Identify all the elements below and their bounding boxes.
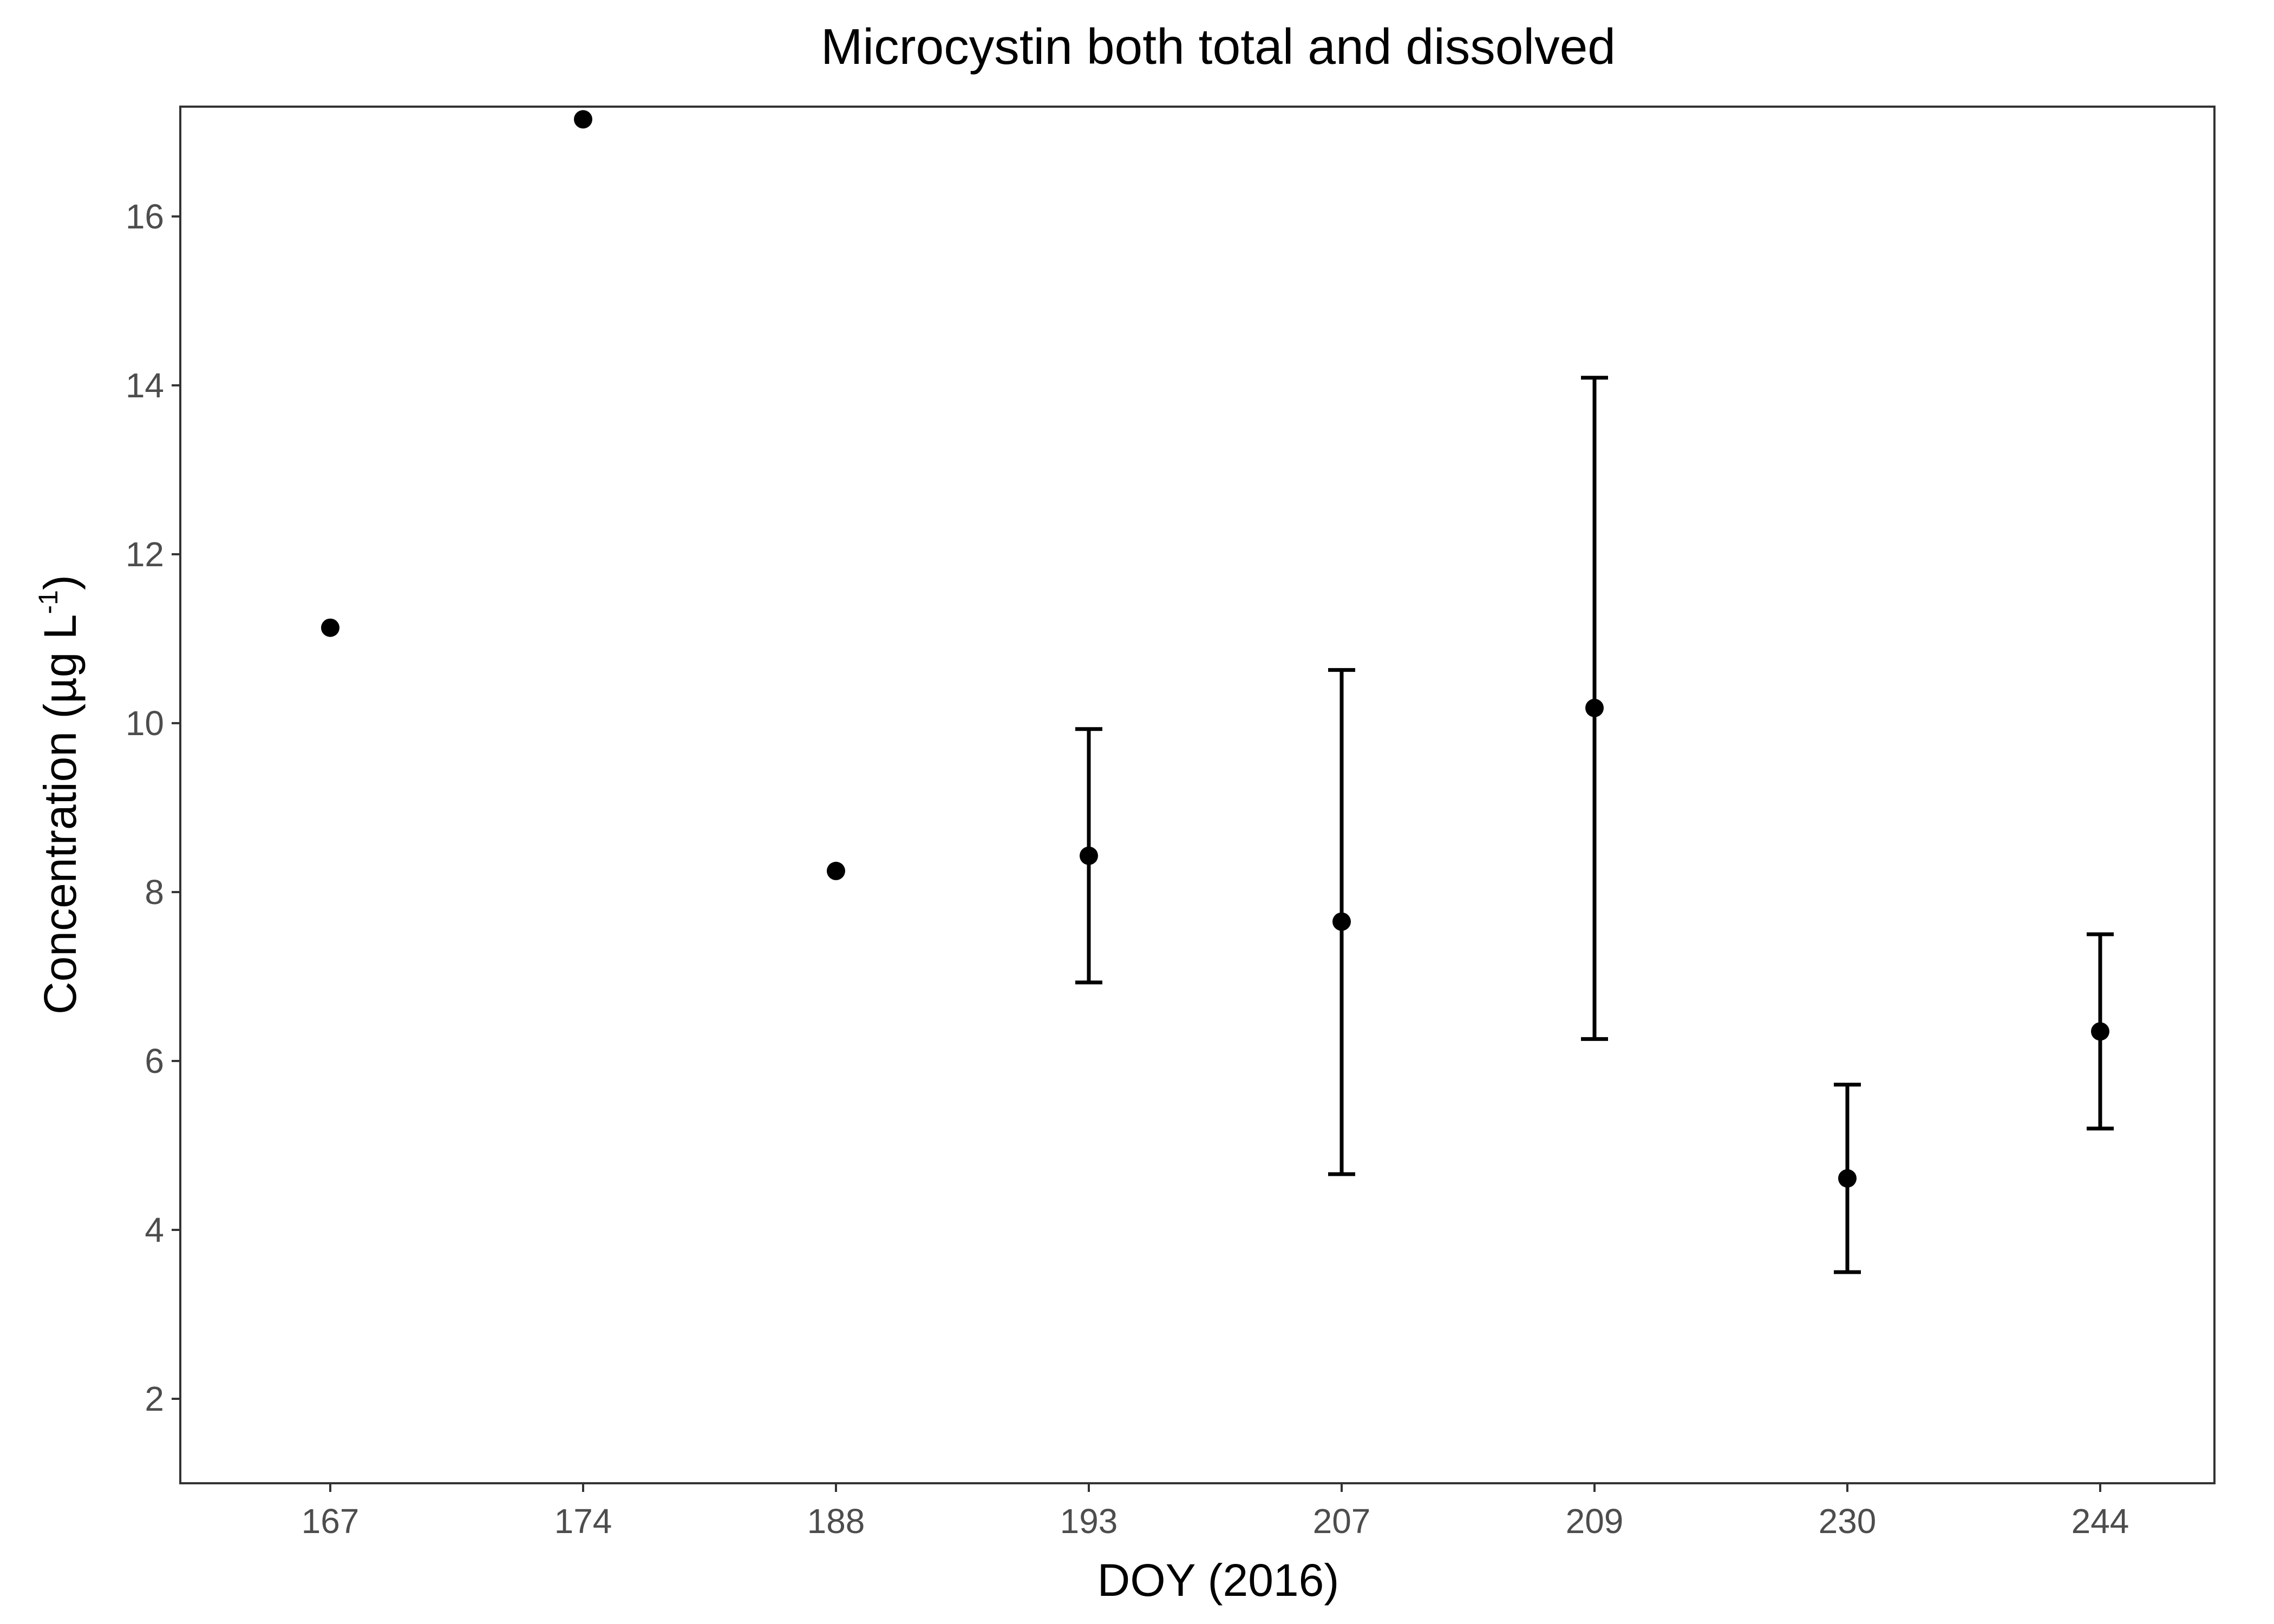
y-tick-label: 4 bbox=[145, 1210, 164, 1249]
y-tick-label: 14 bbox=[126, 366, 164, 405]
data-point bbox=[1838, 1169, 1857, 1188]
x-tick-label: 188 bbox=[807, 1502, 865, 1541]
data-point bbox=[1080, 846, 1098, 865]
x-tick-label: 230 bbox=[1819, 1502, 1877, 1541]
data-point bbox=[1585, 698, 1604, 717]
y-axis-label: Concentration (µg L-1) bbox=[33, 575, 86, 1014]
y-axis-label-close: ) bbox=[35, 575, 86, 590]
x-tick-label: 167 bbox=[302, 1502, 360, 1541]
x-tick-label: 193 bbox=[1060, 1502, 1118, 1541]
x-tick-label: 207 bbox=[1313, 1502, 1371, 1541]
y-tick-label: 16 bbox=[126, 197, 164, 236]
x-tick-label: 174 bbox=[554, 1502, 612, 1541]
y-axis: 2 4 6 8 10 12 14 16 bbox=[126, 197, 180, 1418]
y-tick-label: 10 bbox=[126, 704, 164, 743]
y-tick-label: 2 bbox=[145, 1379, 164, 1418]
data-points bbox=[321, 110, 2109, 1188]
data-point bbox=[1332, 912, 1351, 931]
chart-title: Microcystin both total and dissolved bbox=[821, 18, 1616, 75]
y-tick-label: 8 bbox=[145, 873, 164, 912]
x-tick-label: 209 bbox=[1566, 1502, 1624, 1541]
x-axis: 167 174 188 193 207 209 230 244 bbox=[302, 1483, 2129, 1541]
plot-panel bbox=[179, 106, 2216, 1484]
y-axis-label-superscript: -1 bbox=[33, 590, 63, 614]
data-point bbox=[827, 861, 845, 880]
data-point bbox=[2091, 1022, 2109, 1041]
y-axis-label-main: Concentration (µg L bbox=[35, 614, 86, 1014]
x-tick-label: 244 bbox=[2072, 1502, 2129, 1541]
x-axis-label: DOY (2016) bbox=[1097, 1555, 1339, 1606]
y-tick-label: 12 bbox=[126, 535, 164, 574]
data-point bbox=[321, 618, 339, 637]
y-tick-label: 6 bbox=[145, 1042, 164, 1081]
data-point bbox=[574, 110, 592, 129]
